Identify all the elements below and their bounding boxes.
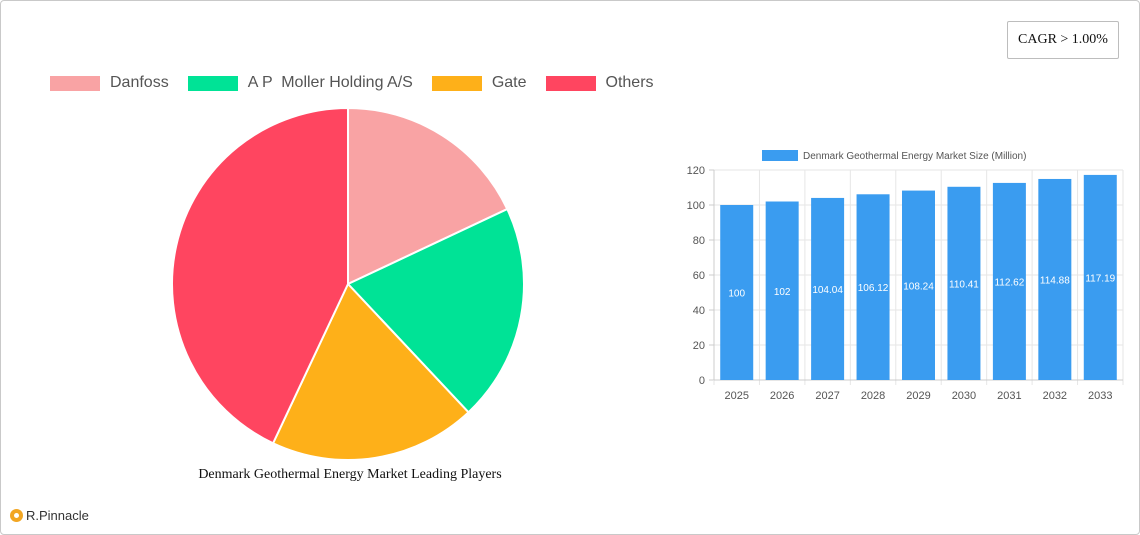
legend-swatch	[50, 75, 100, 91]
legend-item-others[interactable]: Others	[545, 74, 654, 92]
y-tick-label: 20	[693, 340, 705, 352]
legend-item-gate[interactable]: Gate	[431, 74, 527, 92]
bar-2030[interactable]	[947, 186, 981, 380]
bar-2026[interactable]	[765, 201, 799, 381]
bar-data-label: 110.41	[949, 279, 979, 290]
y-tick-label: 60	[693, 270, 705, 282]
bar-2029[interactable]	[902, 190, 935, 380]
x-tick-label: 2031	[997, 390, 1021, 402]
legend-swatch	[545, 75, 596, 91]
brand-logo-icon	[10, 509, 23, 522]
y-tick-label: 80	[693, 235, 705, 247]
bar-data-label: 102	[774, 287, 791, 298]
bar-2025[interactable]	[720, 205, 754, 380]
legend-swatch	[187, 75, 238, 91]
pie-legend: Danfoss A P Moller Holding A/S Gate Others	[50, 74, 673, 92]
x-tick-label: 2029	[906, 390, 930, 402]
y-tick-label: 120	[687, 165, 705, 177]
y-tick-label: 0	[699, 375, 705, 387]
bar-chart: Denmark Geothermal Energy Market Size (M…	[687, 150, 1124, 402]
pie-chart	[171, 106, 525, 461]
legend-label: A P Moller Holding A/S	[247, 74, 413, 91]
legend-label: Others	[605, 74, 654, 91]
pie-slice-danfoss[interactable]	[347, 106, 509, 286]
y-tick-label: 40	[693, 305, 705, 317]
bar-data-label: 100	[728, 289, 745, 300]
x-tick-label: 2026	[770, 390, 794, 402]
bar-2032[interactable]	[1038, 178, 1072, 380]
x-tick-label: 2032	[1043, 390, 1067, 402]
cagr-badge: CAGR > 1.00%	[1007, 21, 1119, 59]
legend-label: Gate	[491, 74, 527, 91]
brand-mark: R.Pinnacle	[10, 508, 89, 523]
bar-data-label: 104.04	[812, 285, 843, 296]
legend-item-a-p-moller-holding-a-s[interactable]: A P Moller Holding A/S	[187, 74, 413, 92]
pie-slice-a-p-moller-holding-a-s[interactable]	[346, 207, 525, 414]
x-tick-label: 2028	[861, 390, 885, 402]
x-tick-label: 2025	[724, 390, 748, 402]
bar-data-label: 106.12	[858, 283, 889, 294]
brand-name: R.Pinnacle	[26, 508, 89, 523]
bar-legend-swatch	[762, 150, 798, 161]
x-tick-label: 2027	[815, 390, 839, 402]
x-tick-label: 2033	[1088, 390, 1112, 402]
legend-label: Danfoss	[110, 74, 169, 91]
pie-slice-gate[interactable]	[271, 282, 470, 461]
legend-item-danfoss[interactable]: Danfoss	[50, 74, 169, 92]
pie-title: Denmark Geothermal Energy Market Leading…	[198, 467, 502, 482]
bar-legend-label: Denmark Geothermal Energy Market Size (M…	[803, 151, 1026, 162]
bar-2031[interactable]	[992, 182, 1026, 380]
bar-data-label: 114.88	[1040, 275, 1070, 286]
pie-slice-others[interactable]	[171, 106, 349, 445]
bar-legend[interactable]: Denmark Geothermal Energy Market Size (M…	[762, 150, 1026, 162]
cagr-text: CAGR > 1.00%	[1018, 32, 1108, 47]
x-tick-label: 2030	[952, 390, 976, 402]
legend-swatch	[431, 75, 482, 91]
bar-data-label: 117.19	[1085, 273, 1115, 284]
bar-data-label: 108.24	[903, 281, 934, 292]
y-tick-label: 100	[687, 200, 705, 212]
bar-2028[interactable]	[856, 194, 890, 380]
bar-2027[interactable]	[811, 197, 845, 380]
bar-2033[interactable]	[1083, 174, 1117, 380]
bar-data-label: 112.62	[994, 277, 1024, 288]
